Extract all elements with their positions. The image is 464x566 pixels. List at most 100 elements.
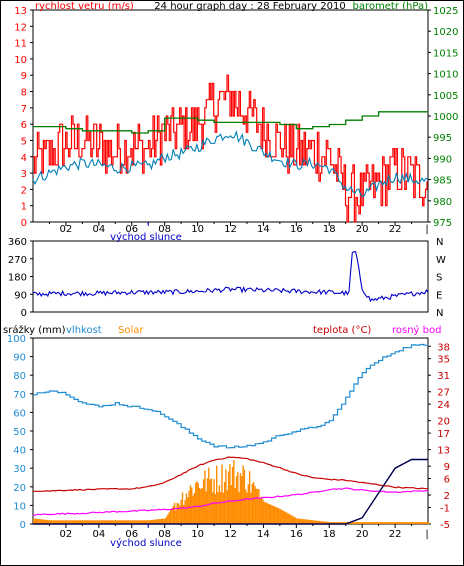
wind-axis-label: rychlost vetru (m/s) — [35, 1, 134, 12]
solar-bar — [46, 519, 48, 524]
solar-bar — [238, 491, 240, 524]
solar-bar — [71, 520, 73, 524]
solar-bar — [205, 491, 207, 524]
solar-bar — [51, 520, 53, 524]
solar-bar — [280, 509, 282, 524]
solar-bar — [144, 520, 147, 524]
solar-bar — [425, 522, 427, 524]
solar-bar — [106, 520, 109, 524]
solar-bar — [329, 522, 331, 524]
wind-y-tick-label: 10 — [14, 55, 27, 66]
solar-bar — [363, 522, 365, 524]
solar-bar — [283, 511, 285, 524]
pressure-y-tick-label: 1020 — [433, 27, 458, 38]
wind-x-tick-label: 12 — [224, 224, 237, 235]
solar-bar — [416, 522, 418, 524]
wind-y-tick-label: 0 — [21, 218, 27, 229]
weather-panel-frame — [32, 337, 429, 525]
solar-y-tick-label: 40 — [13, 446, 26, 457]
solar-bar — [414, 522, 417, 524]
wind-x-tick-label: 18 — [323, 224, 336, 235]
solar-bar — [92, 520, 94, 524]
direction-panel-frame — [32, 240, 429, 313]
solar-bar — [100, 520, 102, 524]
solar-bar — [289, 514, 292, 524]
temperature-y-tick-label: 27 — [437, 388, 450, 399]
solar-bar — [155, 519, 157, 524]
solar-bar — [166, 516, 168, 524]
solar-bar — [37, 518, 39, 524]
solar-bar — [97, 520, 99, 524]
solar-bar — [75, 520, 77, 524]
solar-bar — [193, 492, 195, 524]
solar-bar — [55, 520, 57, 524]
solar-bar — [400, 522, 402, 524]
solar-bar — [209, 479, 211, 524]
solar-bar — [77, 520, 80, 524]
solar-bar — [143, 520, 145, 524]
solar-bar — [93, 520, 95, 524]
wind-y-tick-label: 6 — [21, 120, 27, 131]
temperature-y-tick-label: 31 — [437, 371, 450, 382]
sunrise-label-top: východ slunce — [110, 231, 182, 243]
solar-bar — [139, 520, 142, 524]
temperature-y-tick-label: 20 — [437, 417, 450, 428]
weather-x-tick-label: 08 — [158, 529, 171, 540]
solar-bar — [403, 522, 405, 524]
solar-y-tick-label: 90 — [13, 353, 26, 364]
temperature-y-tick-label: 24 — [437, 400, 450, 411]
solar-bar — [339, 522, 342, 524]
solar-bar — [59, 520, 61, 524]
solar-bar — [304, 519, 306, 524]
solar-bar — [212, 492, 214, 524]
solar-bar — [297, 518, 300, 524]
wind-y-tick-label: 4 — [21, 153, 27, 164]
temperature-axis-label: teplota (°C) — [313, 325, 371, 336]
solar-bar — [179, 505, 181, 524]
solar-bar — [374, 522, 376, 524]
solar-bar — [171, 508, 173, 524]
solar-bar — [376, 522, 378, 524]
solar-bar — [267, 503, 269, 524]
solar-bar — [335, 522, 338, 524]
solar-bar — [164, 518, 167, 524]
solar-bar — [288, 514, 290, 524]
solar-bar — [83, 520, 85, 524]
solar-y-tick-label: 0 — [20, 520, 26, 531]
wind-y-tick-label: 7 — [21, 104, 27, 115]
solar-bar — [87, 520, 89, 524]
solar-bar — [285, 512, 288, 524]
solar-bar — [142, 520, 144, 524]
solar-bar — [230, 485, 232, 524]
solar-bar — [333, 522, 335, 524]
pressure-series — [33, 111, 428, 134]
solar-bar — [245, 489, 247, 524]
direction-y-tick-label: 0 — [21, 308, 27, 319]
solar-bar — [90, 520, 93, 524]
solar-bar — [159, 519, 161, 524]
direction-y-tick-label: 270 — [8, 255, 27, 266]
solar-bar — [180, 499, 182, 524]
solar-bar — [222, 492, 224, 524]
solar-bar — [123, 520, 126, 524]
solar-bar — [173, 502, 176, 524]
solar-bar — [255, 488, 257, 524]
solar-bar — [360, 522, 363, 524]
solar-bar — [118, 520, 120, 524]
solar-bar — [309, 519, 311, 524]
solar-bar — [54, 520, 56, 524]
solar-bar — [243, 469, 246, 524]
solar-bar — [317, 520, 319, 524]
direction-y-tick-label: 90 — [14, 290, 27, 301]
solar-bar — [350, 522, 352, 524]
solar-bar — [85, 520, 88, 524]
solar-bar — [62, 520, 64, 524]
solar-bar — [127, 520, 130, 524]
solar-bar — [331, 522, 334, 524]
solar-bar — [43, 519, 45, 524]
temperature-y-tick-label: 6 — [444, 475, 450, 486]
solar-bar — [89, 520, 91, 524]
solar-bar — [316, 520, 318, 524]
solar-bar — [393, 522, 396, 524]
solar-bar — [368, 522, 371, 524]
